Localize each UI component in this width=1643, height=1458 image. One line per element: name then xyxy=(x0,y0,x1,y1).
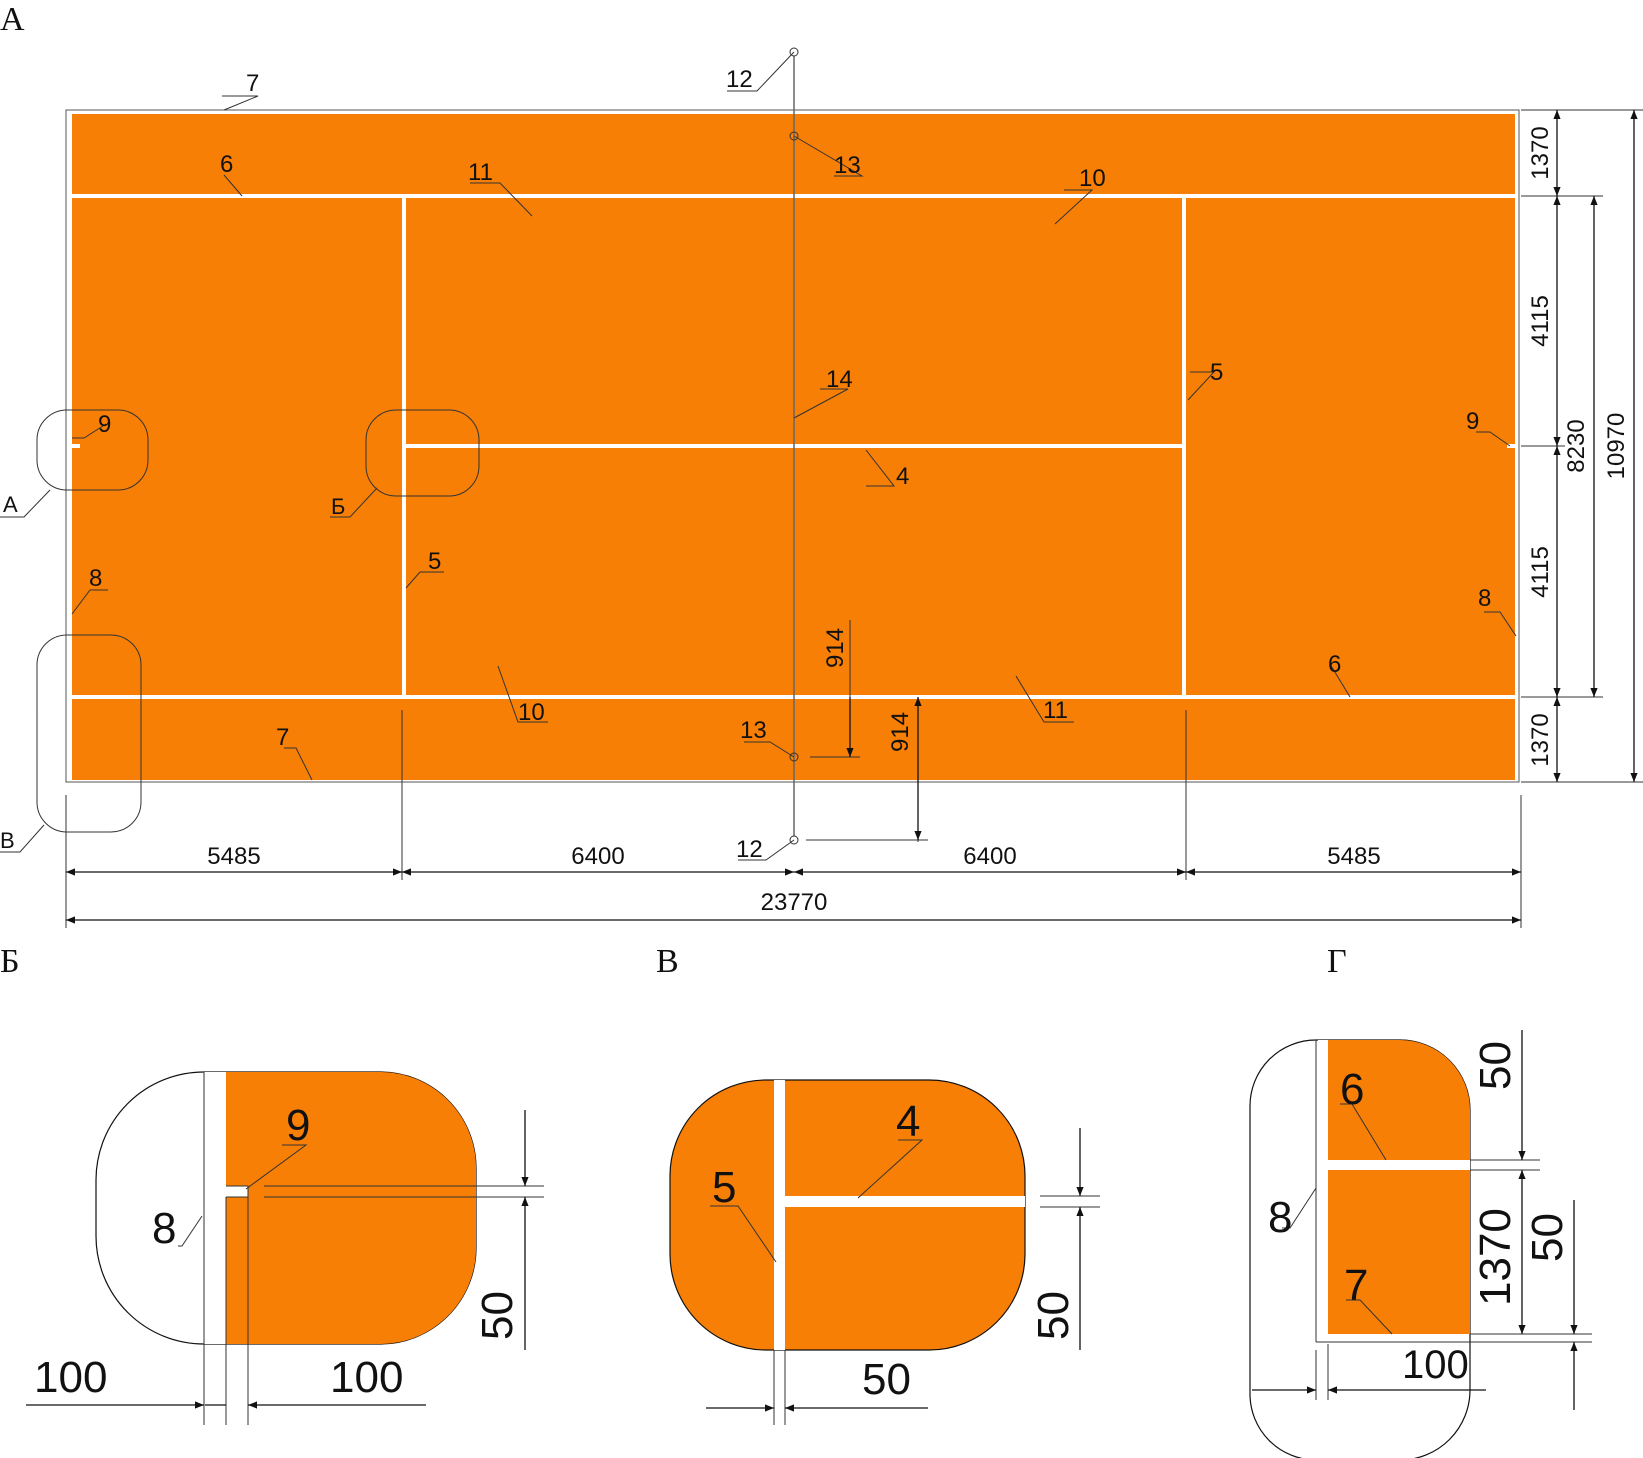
dim-8230: 8230 xyxy=(1563,419,1590,472)
singles-stick-top xyxy=(789,131,799,141)
label-12-top: 12 xyxy=(726,66,753,93)
detail-g-dim-50-top: 50 xyxy=(1471,1041,1520,1090)
label-5-right: 5 xyxy=(1210,359,1223,386)
detail-v: В 5 4 50 50 xyxy=(656,943,1100,1425)
detail-g: Г 8 6 7 50 1370 50 100 xyxy=(1249,943,1592,1458)
detail-g-dim-1370: 1370 xyxy=(1471,1208,1520,1306)
detail-g-gap-line xyxy=(1328,1160,1470,1170)
detail-g-label-6: 6 xyxy=(1340,1065,1364,1114)
dim-10970: 10970 xyxy=(1603,413,1630,480)
detail-v-service-line xyxy=(785,1196,1025,1207)
label-12-bottom: 12 xyxy=(736,836,763,863)
detail-b-label-8: 8 xyxy=(152,1204,176,1253)
dim-5485-left: 5485 xyxy=(207,843,260,870)
dim-4115-bottom: 4115 xyxy=(1527,546,1554,598)
detail-b-dim-100-right: 100 xyxy=(330,1353,403,1402)
detail-b-label-9: 9 xyxy=(286,1101,310,1150)
right-dimensions: 1370 4115 4115 1370 8230 10970 xyxy=(1521,109,1643,783)
detail-b-court xyxy=(226,1072,476,1344)
detail-g-court-top xyxy=(1328,1040,1470,1160)
label-11-bottom: 11 xyxy=(1043,697,1068,724)
main-plan: А А Б В xyxy=(0,1,1643,928)
singles-stick-bottom xyxy=(789,752,799,762)
label-9-left: 9 xyxy=(98,411,111,438)
section-label-b: Б xyxy=(0,943,20,980)
label-8-left: 8 xyxy=(89,565,102,592)
detail-g-dim-50-right: 50 xyxy=(1523,1213,1572,1262)
callout-label-v: В xyxy=(0,828,15,853)
callout-label-a: А xyxy=(3,492,18,517)
dim-914-b: 914 xyxy=(887,712,914,752)
label-7-top: 7 xyxy=(246,70,259,97)
dim-1370-top: 1370 xyxy=(1527,126,1554,179)
label-6-top: 6 xyxy=(220,151,233,178)
detail-b-center-mark xyxy=(226,1186,248,1197)
callout-frame-v xyxy=(36,634,142,833)
detail-b: Б 8 9 50 100 100 xyxy=(0,943,544,1425)
detail-g-label-7: 7 xyxy=(1344,1261,1368,1310)
detail-v-centre-service-line xyxy=(774,1080,785,1350)
detail-g-label-8: 8 xyxy=(1268,1193,1292,1242)
label-14: 14 xyxy=(826,366,853,393)
callout-label-b: Б xyxy=(331,494,345,519)
dim-23770: 23770 xyxy=(761,889,828,916)
net-height-dims: 914 914 xyxy=(806,620,928,842)
label-9-right: 9 xyxy=(1466,408,1479,435)
dim-5485-right: 5485 xyxy=(1327,843,1380,870)
callout-frame-b xyxy=(365,409,480,497)
detail-v-court xyxy=(669,1079,1026,1351)
label-4: 4 xyxy=(896,463,909,490)
label-10-top: 10 xyxy=(1079,165,1106,192)
label-13-top: 13 xyxy=(834,152,861,179)
label-10-bottom: 10 xyxy=(518,699,545,726)
detail-v-label-4: 4 xyxy=(896,1097,920,1146)
bottom-dimensions: 5485 6400 6400 5485 23770 xyxy=(65,710,1522,928)
detail-g-dim-100: 100 xyxy=(1402,1343,1469,1387)
dim-6400-left: 6400 xyxy=(571,843,624,870)
detail-g-sideline xyxy=(1318,1040,1328,1342)
dim-914-a: 914 xyxy=(822,628,849,668)
label-8-right: 8 xyxy=(1478,585,1491,612)
label-7-bottom: 7 xyxy=(276,724,289,751)
dim-4115-top: 4115 xyxy=(1527,295,1554,347)
section-label-v: В xyxy=(656,943,679,980)
label-13-bottom: 13 xyxy=(740,717,767,744)
label-6-bottom: 6 xyxy=(1328,651,1341,678)
label-5-left: 5 xyxy=(428,548,441,575)
leader-lines xyxy=(71,51,1517,861)
detail-b-baseline xyxy=(204,1072,226,1344)
detail-v-dim-50-right: 50 xyxy=(1029,1291,1078,1340)
detail-b-dim-100-left: 100 xyxy=(34,1353,107,1402)
callout-frame-a xyxy=(36,409,149,491)
detail-v-dim-50-bottom: 50 xyxy=(862,1355,911,1404)
dim-1370-bottom: 1370 xyxy=(1527,713,1554,766)
label-11-top: 11 xyxy=(468,159,493,186)
dim-6400-right: 6400 xyxy=(963,843,1016,870)
section-label-a: А xyxy=(0,1,25,38)
section-label-g: Г xyxy=(1327,943,1347,980)
detail-b-dim-50: 50 xyxy=(473,1291,522,1340)
detail-g-court-bottom xyxy=(1328,1170,1470,1334)
detail-v-label-5: 5 xyxy=(712,1163,736,1212)
